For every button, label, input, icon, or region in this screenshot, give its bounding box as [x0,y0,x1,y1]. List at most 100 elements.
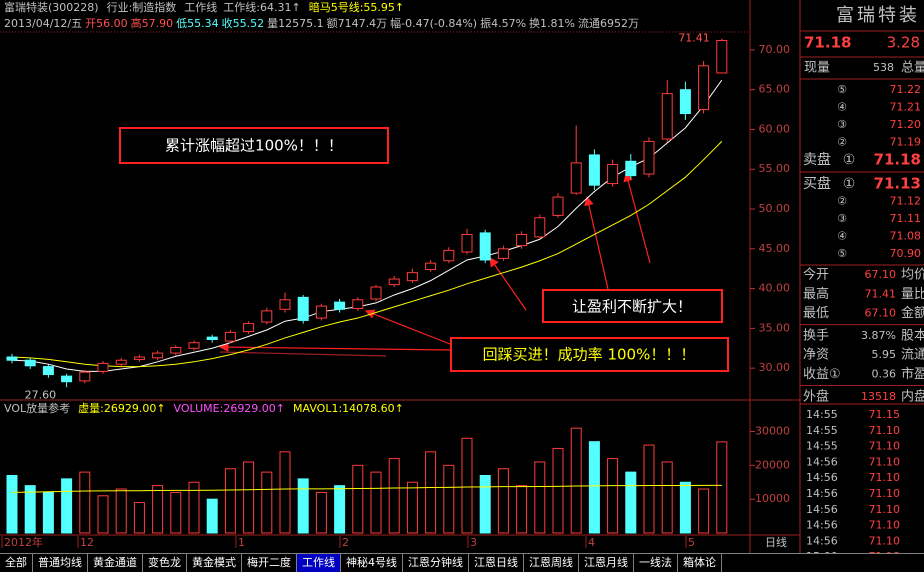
last-price: 71.18 [804,34,851,52]
tab-bar: 全部 普通均线 黄金通道 变色龙 黄金模式 梅开二度 工作线 神秘4号线 江恩分钟线 江恩日线 江恩… [0,553,924,572]
label: 总量 [901,61,924,76]
volume-bar [352,464,364,534]
book-price: 71.12 [890,195,922,208]
y-tick-label: 60.00 [759,122,791,135]
tick-price: 71.10 [869,455,901,468]
book-price: 71.13 [874,175,921,193]
candle-body [297,296,309,321]
book-price: 70.90 [890,247,922,260]
volume-bar [370,471,382,534]
tab[interactable]: 江恩月线 [579,554,634,572]
candle-body [79,371,91,382]
volume-header: VOL放量参考 虚量:26929.00↑ VOLUME:26929.00↑ MAVOL… [4,401,404,415]
tab[interactable]: 江恩分钟线 [403,554,469,572]
volume-bar [607,458,619,534]
book-index: ① [843,176,856,192]
tick-price: 71.10 [869,534,901,547]
tab[interactable]: 江恩日线 [469,554,524,572]
tick-time: 14:56 [806,487,838,500]
book-index: ⑤ [837,83,847,96]
volume-bar [679,481,691,534]
tab[interactable]: 黄金模式 [187,554,242,572]
x-tick-label: 2 [342,536,349,549]
candle-body [243,323,255,333]
candle-body [588,154,600,186]
volume-bar [79,471,91,534]
volume-bar [115,488,127,534]
stat-value: 67.10 [865,268,897,281]
book-price: 71.18 [874,151,921,169]
tab[interactable]: 全部 [0,554,33,572]
tab[interactable]: 工作线 [297,554,341,572]
volume-bar [643,444,655,534]
book-index: ③ [837,212,847,225]
tick-price: 71.10 [869,519,901,532]
stat-label: 内盘 [901,388,924,404]
value: 538 [873,61,894,74]
tab[interactable]: 一线法 [634,554,678,572]
tab[interactable]: 变色龙 [143,554,187,572]
candle-body [352,299,364,309]
stock-name: 富瑞特装 [836,5,920,26]
candle-body [170,346,182,354]
y-tick-label: 55.00 [759,162,791,175]
book-index: ③ [837,118,847,131]
stat-value: 13518 [861,390,896,403]
tick-price: 71.10 [869,440,901,453]
ma-line [11,79,723,372]
book-price: 71.11 [890,212,922,225]
tab[interactable]: 江恩周线 [524,554,579,572]
volume-bar [97,495,109,534]
volume-bar [497,468,509,534]
tick-time: 14:56 [806,455,838,468]
candle-body [388,278,400,286]
volume-bar [42,491,54,534]
candle-body [206,336,218,341]
candle-body [443,249,455,262]
volume-bar [716,441,728,534]
volume-bar [661,461,673,534]
tab[interactable]: 箱体论 [678,554,722,572]
tab[interactable]: 普通均线 [33,554,88,572]
candle-body [552,196,564,216]
candle-body [661,93,673,140]
candle-body [133,356,145,360]
volume-bar [206,498,218,534]
volume-bar [334,485,346,534]
volume-bar [698,488,710,534]
volume-bar [534,461,546,534]
volume-bar [24,485,36,534]
candle-body [279,299,291,310]
y-tick-label: 30.00 [759,361,791,374]
y-tick-label: 40.00 [759,282,791,295]
tab[interactable]: 神秘4号线 [341,554,403,572]
annotation-box [450,337,729,372]
x-tick-label: 12 [80,536,94,549]
candle-body [425,262,437,271]
label: 现量 [804,61,830,76]
candle-body [261,310,273,323]
period-label: 日线 [765,535,787,549]
stat-value: 67.10 [865,307,897,320]
candle-body [24,359,36,367]
y-tick-label: 10000 [755,492,790,505]
tick-price: 71.10 [869,503,901,516]
book-side: 卖盘 [803,151,831,168]
tick-time: 14:56 [806,519,838,532]
tab[interactable]: 梅开二度 [242,554,297,572]
book-index: ② [837,195,847,208]
annotation-box [119,127,389,164]
volume-bar [516,485,528,534]
candle-body [406,272,418,282]
candle-body [370,286,382,300]
y-tick-label: 50.00 [759,202,791,215]
book-price: 71.20 [890,118,922,131]
tab[interactable]: 黄金通道 [88,554,143,572]
stat-label: 今开 [803,267,829,283]
book-price: 71.19 [890,136,922,149]
candle-body [97,362,109,372]
header-text: 2013/04/12/五 开56.00 高57.90 低55.34 收55.52 量125… [4,16,639,30]
annotation: 累计涨幅超过100%！！！ [165,137,343,155]
